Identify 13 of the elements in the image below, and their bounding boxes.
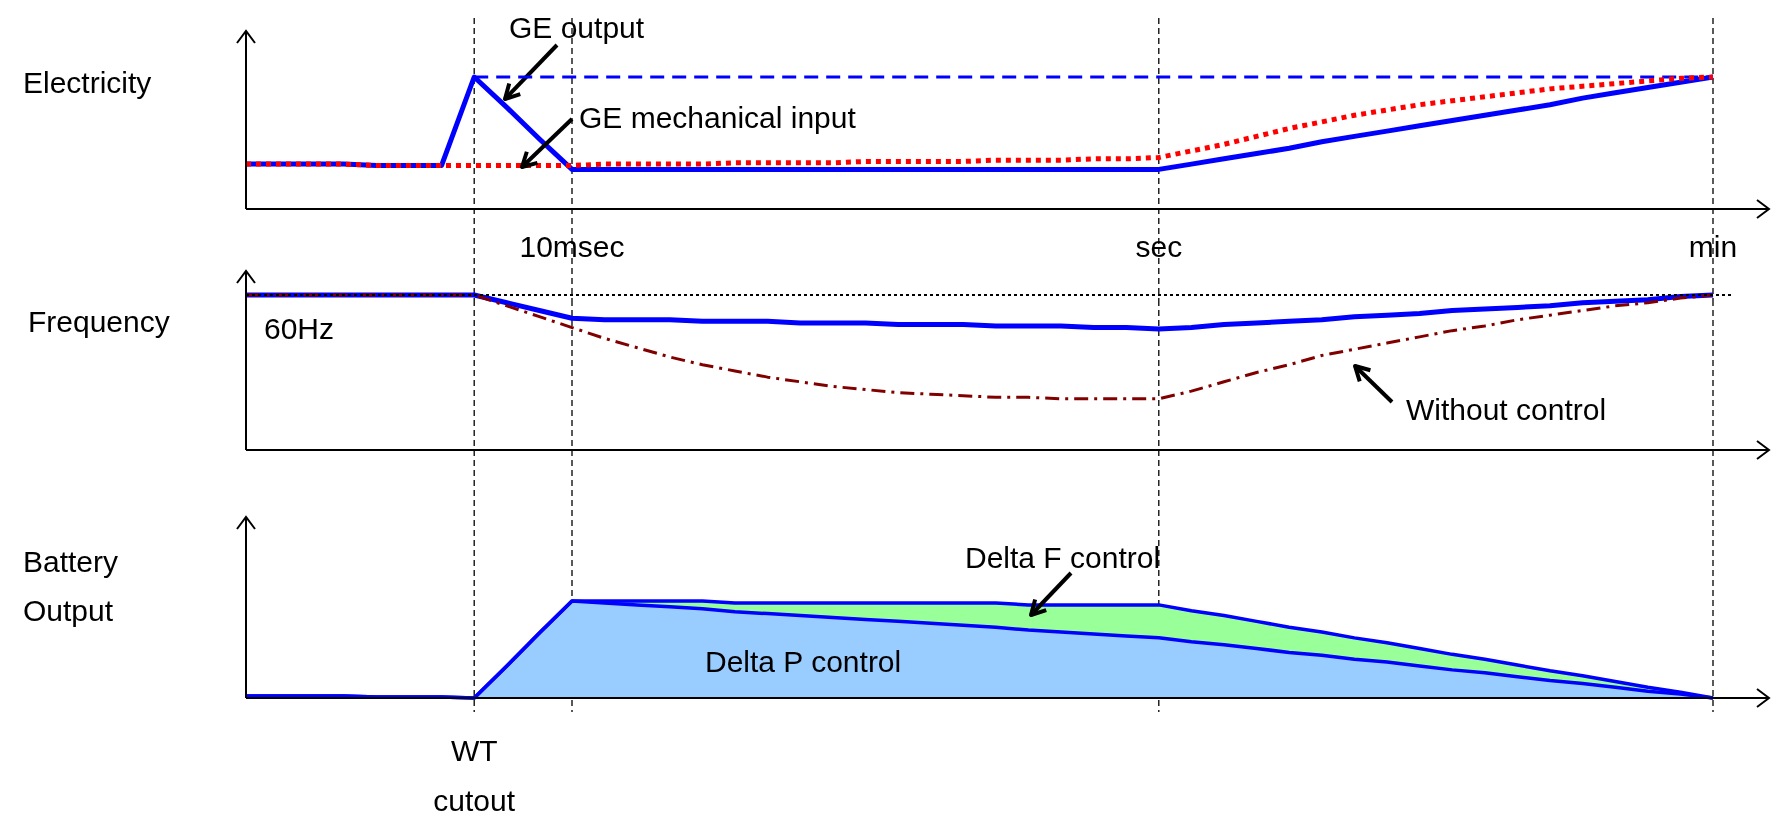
series-label: Without control [1406, 393, 1607, 426]
series-label: Delta P control [705, 645, 902, 678]
series-label: GE mechanical input [579, 101, 857, 134]
x-tick-label: 10msec [519, 230, 625, 263]
y-axis-title: Electricity [23, 66, 152, 99]
y-axis-title: Frequency [28, 305, 170, 338]
series-label: Delta F control [965, 541, 1161, 574]
series-label: GE output [509, 11, 645, 44]
x-tick-label: min [1688, 230, 1738, 263]
text: WT cutout [433, 734, 516, 817]
legend-label: 60Hz [264, 312, 335, 345]
y-axis-title: Battery Output [23, 545, 119, 627]
x-tick-label: sec [1135, 230, 1183, 263]
